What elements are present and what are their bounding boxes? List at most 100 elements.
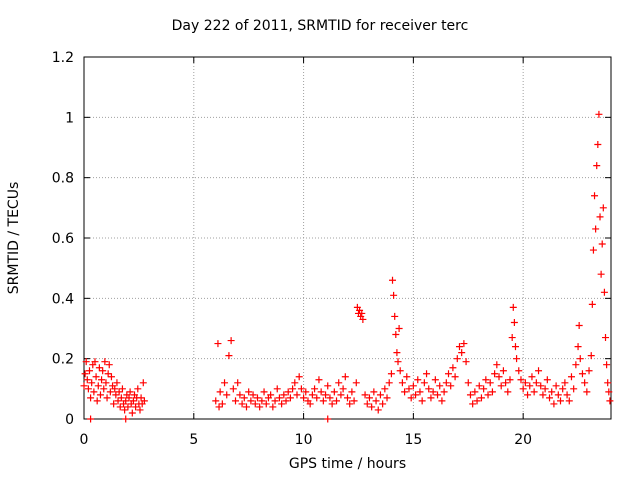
data-point bbox=[539, 391, 547, 399]
data-point bbox=[137, 394, 145, 402]
y-tick-label: 1.2 bbox=[52, 50, 74, 66]
data-point bbox=[103, 394, 111, 402]
data-point bbox=[515, 367, 523, 375]
data-point bbox=[604, 379, 612, 387]
data-point bbox=[271, 397, 279, 405]
data-point bbox=[440, 388, 448, 396]
data-point bbox=[333, 397, 341, 405]
data-point bbox=[528, 373, 536, 381]
data-point bbox=[328, 400, 336, 408]
data-point bbox=[552, 382, 560, 390]
data-point bbox=[535, 367, 543, 375]
x-tick-label: 15 bbox=[404, 432, 422, 448]
data-point bbox=[513, 355, 521, 363]
data-point bbox=[92, 373, 100, 381]
y-axis-label: SRMTID / TECUs bbox=[6, 181, 22, 295]
data-point bbox=[451, 373, 459, 381]
data-point bbox=[576, 355, 584, 363]
data-point bbox=[218, 400, 226, 408]
data-point bbox=[101, 358, 109, 366]
data-point bbox=[602, 334, 610, 342]
data-point bbox=[229, 385, 237, 393]
data-point bbox=[295, 373, 303, 381]
y-tick-label: 0.6 bbox=[52, 231, 74, 247]
data-point bbox=[291, 379, 299, 387]
data-point bbox=[278, 400, 286, 408]
data-point bbox=[524, 391, 532, 399]
data-point bbox=[458, 349, 466, 357]
data-point bbox=[438, 397, 446, 405]
data-point bbox=[306, 400, 314, 408]
data-point bbox=[358, 309, 366, 317]
data-point bbox=[464, 379, 472, 387]
data-point bbox=[350, 397, 358, 405]
data-point bbox=[395, 325, 403, 332]
data-point bbox=[567, 373, 575, 381]
y-tick-label: 0.4 bbox=[52, 291, 74, 307]
data-point bbox=[114, 397, 122, 405]
data-point bbox=[126, 388, 134, 396]
data-point bbox=[409, 382, 417, 390]
data-point bbox=[592, 225, 600, 233]
data-point bbox=[359, 315, 367, 323]
data-point bbox=[214, 340, 222, 348]
data-point bbox=[88, 379, 96, 387]
data-point bbox=[389, 276, 397, 284]
data-point bbox=[526, 382, 534, 390]
data-point bbox=[337, 391, 345, 399]
data-point bbox=[361, 391, 369, 399]
data-point bbox=[326, 394, 334, 402]
data-point bbox=[249, 391, 257, 399]
data-point bbox=[122, 397, 130, 405]
data-point bbox=[80, 382, 88, 390]
data-point bbox=[84, 385, 92, 393]
data-point bbox=[129, 397, 137, 405]
data-point bbox=[284, 388, 292, 396]
data-point bbox=[280, 391, 288, 399]
data-point bbox=[585, 367, 593, 375]
data-point bbox=[403, 373, 411, 381]
data-point bbox=[124, 403, 132, 411]
data-point bbox=[234, 379, 242, 387]
data-point bbox=[588, 300, 596, 308]
data-point bbox=[486, 379, 494, 387]
data-point bbox=[106, 388, 114, 396]
data-point bbox=[139, 379, 147, 387]
data-point bbox=[125, 394, 133, 402]
data-point bbox=[238, 400, 246, 408]
data-point bbox=[322, 391, 330, 399]
data-point bbox=[442, 379, 450, 387]
y-tick-label: 0.8 bbox=[52, 171, 74, 187]
data-point bbox=[401, 388, 409, 396]
data-point bbox=[570, 385, 578, 393]
data-point bbox=[559, 385, 567, 393]
data-point bbox=[94, 382, 102, 390]
data-point bbox=[372, 397, 380, 405]
data-point bbox=[575, 321, 583, 329]
data-point bbox=[412, 391, 420, 399]
data-point bbox=[112, 391, 120, 399]
data-point bbox=[394, 358, 402, 366]
data-point bbox=[393, 349, 401, 357]
data-point bbox=[546, 394, 554, 402]
data-point bbox=[313, 394, 321, 402]
data-point bbox=[434, 391, 442, 399]
data-point bbox=[561, 379, 569, 387]
data-point bbox=[300, 394, 308, 402]
data-point bbox=[245, 388, 253, 396]
chart-title: Day 222 of 2011, SRMTID for receiver ter… bbox=[171, 18, 469, 34]
data-point bbox=[269, 403, 277, 411]
data-point bbox=[317, 388, 325, 396]
data-point bbox=[420, 379, 428, 387]
data-point bbox=[308, 391, 316, 399]
data-point bbox=[221, 379, 229, 387]
data-point bbox=[519, 385, 527, 393]
data-point bbox=[95, 364, 103, 372]
grid-lines bbox=[84, 57, 611, 419]
data-point bbox=[510, 318, 518, 326]
data-point bbox=[113, 379, 121, 387]
data-point bbox=[390, 291, 398, 299]
data-point bbox=[509, 303, 517, 311]
data-point bbox=[225, 352, 233, 360]
data-point bbox=[491, 370, 499, 378]
